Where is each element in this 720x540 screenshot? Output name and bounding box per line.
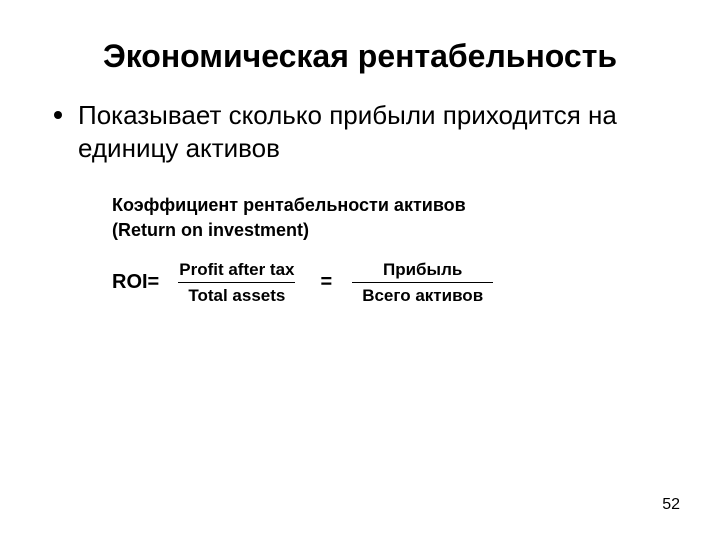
bullet-dot: [54, 111, 62, 119]
slide-number: 52: [662, 496, 680, 514]
fraction-denominator: Всего активов: [352, 282, 493, 306]
slide: Экономическая рентабельность Показывает …: [0, 0, 720, 540]
subtitle-line-1: Коэффициент рентабельности активов: [112, 194, 670, 217]
slide-title: Экономическая рентабельность: [50, 38, 670, 75]
subtitle-line-2: (Return on investment): [112, 219, 670, 242]
fraction-russian: Прибыль Всего активов: [352, 259, 493, 307]
fraction-numerator: Прибыль: [377, 259, 468, 282]
bullet-text: Показывает сколько прибыли приходится на…: [78, 99, 670, 164]
formula-lhs: ROI=: [112, 271, 159, 294]
fraction-english: Profit after tax Total assets: [173, 259, 300, 307]
fraction-denominator: Total assets: [178, 282, 295, 306]
formula: ROI= Profit after tax Total assets = При…: [112, 259, 670, 307]
fraction-numerator: Profit after tax: [173, 259, 300, 282]
equals-sign: =: [321, 271, 333, 294]
bullet-item: Показывает сколько прибыли приходится на…: [54, 99, 670, 164]
